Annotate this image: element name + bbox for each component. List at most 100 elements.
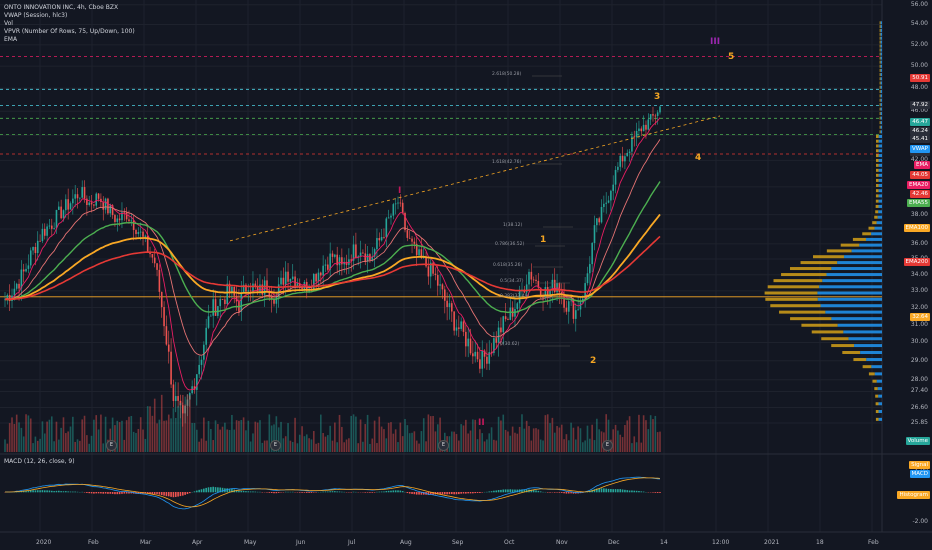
macd-histogram-bar xyxy=(254,491,257,493)
volume-bar xyxy=(334,422,336,452)
candle-body xyxy=(25,268,27,272)
volume-bar xyxy=(55,421,58,452)
macd-histogram-bar xyxy=(392,490,395,493)
macd-histogram-bar xyxy=(387,490,390,493)
vpvr-bar-up xyxy=(851,249,882,253)
macd-histogram-bar xyxy=(523,489,526,493)
indicator-vwap[interactable]: VWAP (Session, hlc3) xyxy=(4,12,68,19)
vpvr-bar-down xyxy=(876,139,879,143)
candle-body xyxy=(121,212,123,221)
price-tick-label: 26.60 xyxy=(910,403,928,411)
volume-bar xyxy=(350,415,353,452)
candle-body xyxy=(535,279,537,281)
candle-body xyxy=(97,193,100,199)
volume-bar xyxy=(214,420,217,452)
time-tick-label: Apr xyxy=(192,539,203,546)
price-tick-label: 30.00 xyxy=(910,338,928,346)
macd-histogram-bar xyxy=(22,490,25,493)
volume-bar xyxy=(287,423,289,452)
volume-bar xyxy=(502,414,505,452)
macd-histogram-bar xyxy=(453,492,455,495)
volume-bar xyxy=(273,424,275,452)
vpvr-bar-up xyxy=(878,163,882,167)
vpvr-bar-up xyxy=(880,25,882,29)
volume-bar xyxy=(586,425,589,452)
indicator-ema[interactable]: EMA xyxy=(4,36,18,43)
volume-bar xyxy=(392,433,395,452)
volume-bar xyxy=(305,434,308,452)
vpvr-bar-down xyxy=(879,36,881,40)
volume-bar xyxy=(352,414,355,452)
macd-histogram-bar xyxy=(603,488,605,493)
candle-body xyxy=(458,327,460,329)
macd-histogram-bar xyxy=(48,490,51,493)
candle-body xyxy=(614,169,617,185)
volume-bar xyxy=(553,432,556,452)
volume-bar xyxy=(27,415,30,452)
candle-body xyxy=(83,187,86,199)
vpvr-bar-up xyxy=(878,204,882,208)
volume-bar xyxy=(336,442,338,452)
volume-bar xyxy=(574,439,577,452)
macd-histogram-bar xyxy=(102,492,105,494)
candle-body xyxy=(156,263,158,270)
indicator-vol[interactable]: Vol xyxy=(4,20,13,27)
candle-body xyxy=(507,319,509,320)
volume-bar xyxy=(369,443,371,452)
volume-bar xyxy=(74,441,76,452)
volume-bar xyxy=(158,419,161,452)
volume-bar xyxy=(617,430,619,452)
candle-body xyxy=(549,289,551,296)
earnings-marker[interactable]: E xyxy=(438,440,449,451)
candle-body xyxy=(221,299,224,300)
candle-body xyxy=(256,287,259,292)
macd-histogram-bar xyxy=(490,491,493,493)
volume-bar xyxy=(296,443,299,452)
vpvr-bar-down xyxy=(879,25,881,29)
candle-body xyxy=(233,286,236,296)
volume-bar xyxy=(266,440,268,452)
candle-body xyxy=(418,249,420,256)
earnings-marker[interactable]: E xyxy=(106,440,117,451)
volume-bar xyxy=(458,440,460,452)
macd-pane xyxy=(4,476,661,510)
vpvr-bar-up xyxy=(880,21,882,25)
volume-bar xyxy=(93,419,95,452)
price-tick-label: 27.40 xyxy=(910,387,928,395)
macd-histogram-bar xyxy=(455,492,458,495)
vpvr-bar-down xyxy=(876,144,879,148)
volume-bar xyxy=(69,426,72,452)
earnings-marker[interactable]: E xyxy=(270,440,281,451)
candle-body xyxy=(366,254,369,262)
vpvr-bar-up xyxy=(880,130,882,134)
volume-bar xyxy=(378,416,381,452)
indicator-vpvr[interactable]: VPVR (Number Of Rows, 75, Up/Down, 100) xyxy=(4,28,135,35)
volume-bar xyxy=(493,439,495,452)
candle-body xyxy=(394,203,397,205)
earnings-marker[interactable]: E xyxy=(602,440,613,451)
volume-bar xyxy=(123,439,126,452)
volume-bar xyxy=(46,421,48,452)
candle-body xyxy=(107,198,109,214)
vpvr-bar-up xyxy=(880,85,882,89)
macd-histogram-bar xyxy=(114,492,116,495)
macd-tick-label: 2.00 xyxy=(915,466,928,473)
volume-bar xyxy=(584,440,586,452)
vpvr-bar-down xyxy=(879,64,881,68)
vpvr-bar-up xyxy=(878,210,882,214)
price-tag: 45.41 xyxy=(910,135,930,143)
wave-label: 4 xyxy=(695,153,702,163)
vpvr-bar-up xyxy=(880,112,882,116)
candle-body xyxy=(607,200,610,203)
volume-bar xyxy=(532,428,535,452)
macd-legend[interactable]: MACD (12, 26, close, 9) xyxy=(4,458,75,465)
macd-histogram-bar xyxy=(247,491,250,493)
vpvr-bar-down xyxy=(764,291,818,295)
volume-bar xyxy=(50,416,53,452)
candle-body xyxy=(93,204,95,206)
candle-body xyxy=(266,280,268,291)
volume-bar xyxy=(207,420,210,452)
candle-body xyxy=(177,396,179,401)
vpvr-bar-down xyxy=(868,372,875,376)
